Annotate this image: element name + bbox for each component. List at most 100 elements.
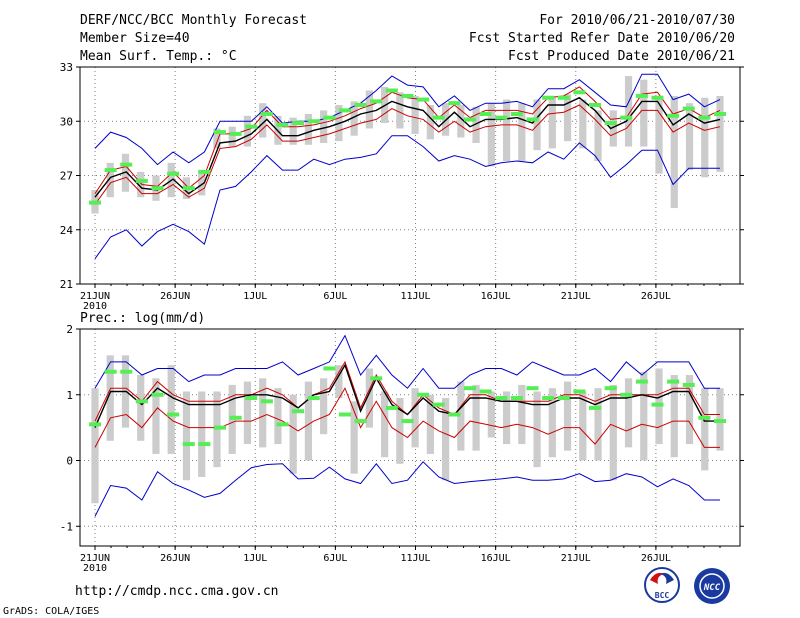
x-tick-label: 26JUL [641, 291, 671, 302]
median-marker [104, 369, 117, 374]
x-tick-label: 21JUN [80, 553, 110, 564]
plot-frame [79, 328, 741, 547]
spread-box [411, 388, 419, 448]
x-tick-label: 11JUL [400, 291, 430, 302]
variable-label: Mean Surf. Temp.: °C [80, 49, 237, 64]
median-marker [432, 402, 445, 407]
median-marker [526, 386, 539, 391]
spread-box [396, 92, 404, 129]
median-marker [417, 392, 430, 397]
median-marker [104, 168, 117, 173]
spread-box [137, 375, 145, 441]
median-marker [682, 106, 695, 111]
median-marker [651, 402, 664, 407]
spread-box [701, 388, 709, 471]
spread-box [502, 391, 511, 445]
median-marker [714, 419, 726, 424]
median-marker [214, 425, 226, 430]
median-marker [464, 117, 476, 122]
median-marker [339, 412, 351, 417]
ncc-logo-text: NCC [703, 583, 721, 593]
median-marker [495, 115, 508, 120]
median-marker [245, 396, 258, 401]
median-marker [495, 396, 508, 401]
median-marker [229, 131, 242, 136]
spread-box [426, 394, 434, 454]
spread-box [320, 378, 328, 435]
forecast-period: For 2010/06/21-2010/07/30 [539, 13, 735, 28]
spread-box [182, 391, 191, 481]
spread-box [228, 126, 236, 147]
y-tick-label: 24 [60, 224, 74, 237]
median-marker [573, 90, 586, 95]
y-tick-label: 27 [60, 170, 73, 183]
spread-box [640, 371, 648, 461]
median-marker [354, 419, 367, 424]
spread-box [274, 388, 282, 445]
median-marker [89, 200, 101, 205]
spread-box [259, 103, 267, 138]
x-tick-sublabel: 2010 [83, 301, 107, 312]
spread-box [472, 106, 480, 143]
median-marker [432, 115, 445, 120]
spread-box [472, 384, 480, 451]
spread-box [320, 110, 328, 143]
median-marker [182, 442, 195, 447]
spread-box [487, 103, 495, 167]
median-marker [714, 112, 726, 117]
spread-box [502, 99, 511, 162]
spread-box [335, 365, 343, 399]
chart-title: DERF/NCC/BCC Monthly Forecast [80, 13, 307, 28]
median-marker [526, 117, 539, 122]
produced-date: Fcst Produced Date 2010/06/21 [508, 49, 735, 64]
median-marker [510, 396, 523, 401]
median-marker [604, 386, 617, 391]
series-line-min [94, 135, 720, 259]
spread-box [198, 170, 206, 196]
median-marker [479, 112, 492, 117]
y-tick-label: 33 [60, 61, 73, 74]
spread-box [167, 365, 175, 454]
median-marker [698, 115, 711, 120]
x-tick-label: 21JUL [561, 291, 591, 302]
median-marker [698, 415, 711, 420]
x-tick-label: 6JUL [323, 553, 347, 564]
median-marker [89, 422, 101, 427]
median-marker [589, 405, 601, 410]
spread-box [579, 99, 587, 149]
spread-box [243, 381, 252, 445]
spread-box [487, 391, 495, 438]
x-tick-label: 11JUL [400, 553, 430, 564]
y-tick-label: 30 [60, 115, 73, 128]
median-marker [182, 186, 195, 191]
spread-box [243, 115, 252, 147]
spread-box [609, 110, 617, 147]
median-marker [448, 412, 461, 417]
y-tick-label: 2 [66, 323, 73, 336]
median-marker [276, 422, 289, 427]
median-marker [651, 95, 664, 100]
spread-box [518, 103, 526, 162]
x-tick-label: 6JUL [323, 291, 347, 302]
spread-box [91, 388, 99, 504]
spread-box [426, 104, 434, 140]
y-tick-label: 21 [60, 278, 73, 291]
grads-credit: GrADS: COLA/IGES [3, 606, 99, 617]
median-marker [198, 442, 211, 447]
y-tick-label: -1 [60, 520, 73, 533]
median-marker [151, 392, 164, 397]
median-marker [635, 379, 648, 384]
spread-box [685, 375, 694, 445]
refer-date: Fcst Started Refer Date 2010/06/20 [469, 31, 735, 46]
x-tick-label: 26JUL [641, 553, 671, 564]
spread-box [579, 391, 587, 461]
median-marker [464, 386, 476, 391]
spread-box [259, 378, 267, 448]
source-url[interactable]: http://cmdp.ncc.cma.gov.cn [75, 584, 279, 599]
median-marker [542, 396, 555, 401]
spread-box [289, 117, 297, 145]
median-marker [292, 409, 305, 414]
x-tick-label: 16JUL [481, 291, 511, 302]
